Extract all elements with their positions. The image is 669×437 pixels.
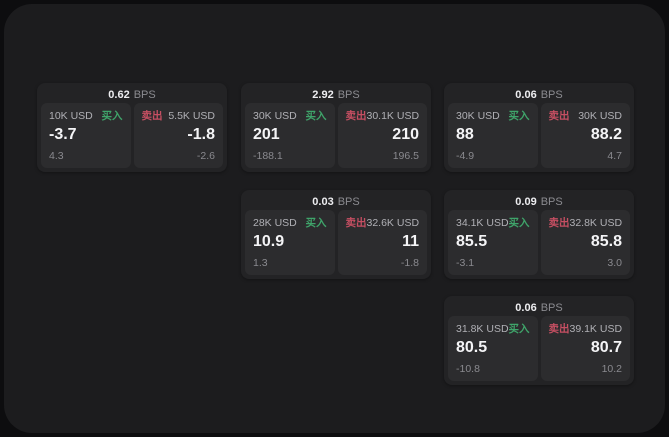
sell-price: 210 bbox=[392, 126, 419, 143]
buy-price: -3.7 bbox=[49, 126, 77, 143]
sell-price: 85.8 bbox=[590, 233, 622, 250]
sell-price: 11 bbox=[402, 233, 419, 250]
buy-panel[interactable]: 31.8K USD 买入 80.5 -10.8 bbox=[448, 316, 538, 381]
sell-delta: -1.8 bbox=[400, 257, 419, 269]
buy-panel[interactable]: 10K USD 买入 -3.7 4.3 bbox=[41, 103, 131, 168]
sell-side-label: 卖出 bbox=[345, 217, 367, 229]
card-header: 0.62 BPS bbox=[37, 83, 227, 105]
buy-delta: 4.3 bbox=[49, 150, 64, 162]
sell-size: 39.1K USD bbox=[569, 323, 623, 335]
sell-side-label: 卖出 bbox=[548, 323, 570, 335]
buy-size: 34.1K USD bbox=[456, 217, 509, 229]
sell-panel[interactable]: 卖出 32.6K USD 11 -1.8 bbox=[337, 210, 427, 275]
sell-size: 32.8K USD bbox=[569, 217, 623, 229]
card-header: 0.09 BPS bbox=[444, 190, 634, 212]
bps-value: 0.09 bbox=[515, 196, 537, 208]
buy-panel[interactable]: 30K USD 买入 88 -4.9 bbox=[448, 103, 538, 168]
buy-price: 80.5 bbox=[456, 339, 488, 356]
quote-card: 0.09 BPS 34.1K USD 买入 85.5 -3.1 卖出 32.8K… bbox=[444, 190, 634, 279]
buy-side-label: 买入 bbox=[508, 110, 530, 122]
bps-value: 0.06 bbox=[515, 89, 537, 101]
sell-panel[interactable]: 卖出 5.5K USD -1.8 -2.6 bbox=[133, 103, 223, 168]
buy-price: 10.9 bbox=[253, 233, 285, 250]
bps-unit-label: BPS bbox=[337, 89, 360, 101]
quote-card: 0.06 BPS 31.8K USD 买入 80.5 -10.8 卖出 39.1… bbox=[444, 296, 634, 385]
buy-price: 85.5 bbox=[456, 233, 488, 250]
buy-panel[interactable]: 30K USD 买入 201 -188.1 bbox=[245, 103, 335, 168]
buy-size: 31.8K USD bbox=[456, 323, 509, 335]
sell-price: 88.2 bbox=[590, 126, 622, 143]
buy-delta: -10.8 bbox=[456, 363, 480, 375]
buy-delta: -4.9 bbox=[456, 150, 475, 162]
bps-unit-label: BPS bbox=[133, 89, 156, 101]
sell-size: 5.5K USD bbox=[168, 110, 215, 122]
quote-card: 0.06 BPS 30K USD 买入 88 -4.9 卖出 30K USD 8… bbox=[444, 83, 634, 172]
page-background-panel: 0.62 BPS 10K USD 买入 -3.7 4.3 卖出 5.5K USD… bbox=[4, 4, 665, 433]
sell-panel[interactable]: 卖出 32.8K USD 85.8 3.0 bbox=[540, 210, 630, 275]
buy-side-label: 买入 bbox=[508, 323, 530, 335]
buy-size: 30K USD bbox=[456, 110, 500, 122]
buy-price: 88 bbox=[456, 126, 474, 143]
card-header: 2.92 BPS bbox=[241, 83, 431, 105]
sell-side-label: 卖出 bbox=[141, 110, 163, 122]
buy-size: 10K USD bbox=[49, 110, 93, 122]
bps-value: 0.62 bbox=[108, 89, 130, 101]
quote-card: 0.62 BPS 10K USD 买入 -3.7 4.3 卖出 5.5K USD… bbox=[37, 83, 227, 172]
sell-panel[interactable]: 卖出 30.1K USD 210 196.5 bbox=[337, 103, 427, 168]
sell-price: 80.7 bbox=[590, 339, 622, 356]
buy-delta: -3.1 bbox=[456, 257, 475, 269]
sell-size: 32.6K USD bbox=[366, 217, 420, 229]
bps-unit-label: BPS bbox=[540, 196, 563, 208]
bps-value: 0.06 bbox=[515, 302, 537, 314]
bps-unit-label: BPS bbox=[540, 302, 563, 314]
sell-delta: 196.5 bbox=[392, 150, 419, 162]
buy-side-label: 买入 bbox=[101, 110, 123, 122]
sell-panel[interactable]: 卖出 30K USD 88.2 4.7 bbox=[540, 103, 630, 168]
sell-delta: 10.2 bbox=[601, 363, 622, 375]
card-header: 0.06 BPS bbox=[444, 83, 634, 105]
buy-panel[interactable]: 28K USD 买入 10.9 1.3 bbox=[245, 210, 335, 275]
sell-panel[interactable]: 卖出 39.1K USD 80.7 10.2 bbox=[540, 316, 630, 381]
buy-side-label: 买入 bbox=[305, 217, 327, 229]
buy-size: 30K USD bbox=[253, 110, 297, 122]
sell-side-label: 卖出 bbox=[345, 110, 367, 122]
bps-unit-label: BPS bbox=[337, 196, 360, 208]
quote-card: 2.92 BPS 30K USD 买入 201 -188.1 卖出 30.1K … bbox=[241, 83, 431, 172]
sell-size: 30K USD bbox=[578, 110, 622, 122]
sell-delta: 3.0 bbox=[607, 257, 622, 269]
bps-value: 0.03 bbox=[312, 196, 334, 208]
buy-delta: -188.1 bbox=[253, 150, 283, 162]
buy-delta: 1.3 bbox=[253, 257, 268, 269]
sell-delta: -2.6 bbox=[196, 150, 215, 162]
sell-side-label: 卖出 bbox=[548, 110, 570, 122]
sell-size: 30.1K USD bbox=[366, 110, 420, 122]
card-header: 0.03 BPS bbox=[241, 190, 431, 212]
buy-price: 201 bbox=[253, 126, 280, 143]
bps-value: 2.92 bbox=[312, 89, 334, 101]
buy-size: 28K USD bbox=[253, 217, 297, 229]
buy-panel[interactable]: 34.1K USD 买入 85.5 -3.1 bbox=[448, 210, 538, 275]
sell-delta: 4.7 bbox=[607, 150, 622, 162]
quote-card: 0.03 BPS 28K USD 买入 10.9 1.3 卖出 32.6K US… bbox=[241, 190, 431, 279]
buy-side-label: 买入 bbox=[305, 110, 327, 122]
buy-side-label: 买入 bbox=[508, 217, 530, 229]
sell-price: -1.8 bbox=[187, 126, 215, 143]
card-header: 0.06 BPS bbox=[444, 296, 634, 318]
bps-unit-label: BPS bbox=[540, 89, 563, 101]
sell-side-label: 卖出 bbox=[548, 217, 570, 229]
